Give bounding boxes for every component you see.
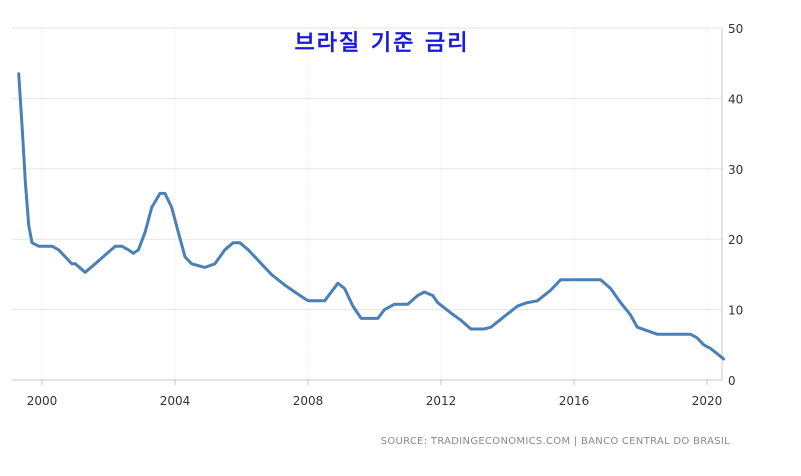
x-tick-label: 2004 (160, 394, 191, 408)
x-tick-label: 2000 (27, 394, 58, 408)
label-layer: 0 10 20 30 40 50 2000 2004 2008 2012 2016 2020 (27, 22, 744, 408)
x-tick-label: 2008 (293, 394, 324, 408)
y-tick-label: 10 (728, 304, 743, 318)
chart-source: SOURCE: TRADINGECONOMICS.COM | BANCO CEN… (381, 436, 730, 447)
series-layer (17, 72, 726, 361)
y-tick-label: 50 (728, 22, 743, 36)
y-tick-label: 20 (728, 233, 743, 247)
series-line (17, 72, 726, 361)
y-tick-label: 30 (728, 163, 743, 177)
y-tick-label: 40 (728, 92, 743, 106)
axis-layer (12, 28, 723, 385)
grid-layer (12, 27, 722, 381)
y-tick-label: 0 (728, 374, 736, 388)
x-tick-label: 2016 (559, 394, 590, 408)
x-tick-label: 2020 (692, 394, 723, 408)
chart-title: 브라질 기준 금리 (295, 31, 470, 56)
x-tick-label: 2012 (426, 394, 457, 408)
